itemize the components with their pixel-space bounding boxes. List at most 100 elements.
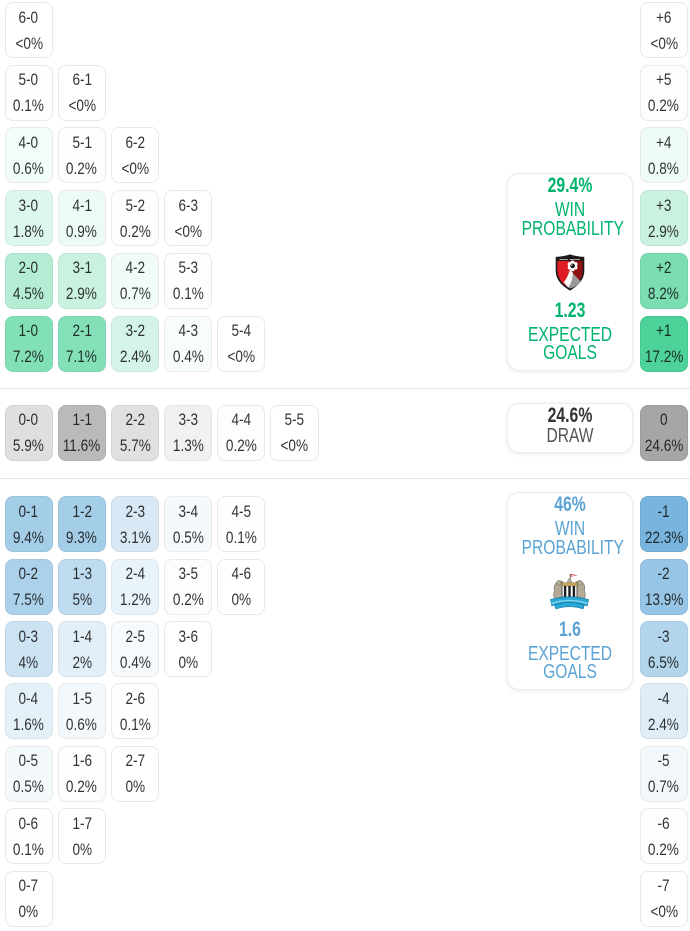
probability-label: 1.3%: [172, 436, 204, 455]
probability-label: 0.2%: [648, 96, 680, 116]
scoreline-label: 4-1: [72, 195, 92, 215]
score-cell-+6: +6 <0%: [639, 2, 688, 58]
probability-label: 1.8%: [13, 221, 45, 241]
scoreline-label: 3-6: [178, 626, 198, 646]
scoreline-label: 4-3: [178, 321, 198, 341]
scoreline-label: 1-4: [72, 626, 92, 646]
probability-label: 0.1%: [172, 284, 204, 304]
score-cell-0-4: 0-4 1.6%: [4, 683, 53, 740]
goal-difference-label: -1: [657, 501, 670, 521]
score-cell--6: -6 0.2%: [639, 808, 688, 865]
probability-label: 0%: [231, 590, 251, 610]
goal-difference-label: -7: [657, 876, 670, 896]
probability-label: 0.2%: [172, 590, 204, 610]
probability-label: 2.4%: [648, 714, 680, 734]
probability-label: 0.4%: [119, 652, 151, 672]
scoreline-label: 1-1: [72, 410, 92, 429]
goal-difference-label: -6: [657, 813, 670, 833]
score-cell-4-0: 4-0 0.6%: [4, 127, 53, 184]
score-cell-6-1: 6-1 <0%: [57, 64, 107, 121]
score-cell-3-3: 3-3 1.3%: [163, 404, 213, 461]
score-cell-5-5: 5-5 <0%: [270, 404, 319, 461]
probability-label: 11.6%: [63, 436, 101, 455]
score-cell-0-5: 0-5 0.5%: [4, 745, 53, 802]
probability-label: <0%: [174, 221, 202, 241]
probability-label: <0%: [649, 902, 678, 922]
score-cell-1-7: 1-7 0%: [57, 808, 107, 865]
score-cell--7: -7 <0%: [639, 870, 688, 927]
scoreline-label: 6-1: [72, 70, 92, 90]
probability-label: 9.3%: [66, 527, 98, 547]
bournemouth-crest-icon: [508, 253, 632, 291]
scoreline-label: 0-2: [18, 564, 39, 584]
scoreline-label: 5-0: [18, 70, 39, 90]
probability-label: 1.2%: [119, 590, 151, 610]
goal-difference-label: -5: [657, 751, 670, 771]
probability-label: 4%: [18, 652, 39, 672]
score-cell-0-6: 0-6 0.1%: [4, 808, 53, 865]
score-cell-4-3: 4-3 0.4%: [163, 315, 213, 372]
probability-label: 0.4%: [172, 347, 204, 367]
away-expected-goals-value: 1.6: [558, 617, 581, 641]
goal-difference-label: 0: [659, 410, 668, 429]
score-cell-5-1: 5-1 0.2%: [57, 127, 107, 184]
scoreline-label: 6-3: [178, 195, 198, 215]
probability-label: 5.9%: [13, 436, 45, 455]
scoreline-label: 0-6: [18, 813, 39, 833]
scoreline-label: 3-1: [72, 258, 92, 278]
scoreline-label: 5-3: [178, 258, 198, 278]
scoreline-label: 0-0: [18, 410, 39, 429]
score-cell-0: 0 24.6%: [639, 404, 688, 461]
probability-label: 24.6%: [644, 436, 684, 455]
scoreline-label: 3-4: [178, 501, 198, 521]
score-cell-1-5: 1-5 0.6%: [57, 683, 107, 740]
probability-label: 0.2%: [119, 221, 151, 241]
score-cell-0-0: 0-0 5.9%: [4, 404, 53, 461]
scoreline-label: 0-1: [18, 501, 39, 521]
probability-label: 2.9%: [66, 284, 98, 304]
probability-label: 2.9%: [648, 221, 680, 241]
draw-label: DRAW: [545, 425, 594, 447]
probability-label: 0.1%: [119, 714, 151, 734]
score-cell-6-0: 6-0 <0%: [4, 2, 53, 58]
scoreline-label: 1-3: [72, 564, 92, 584]
probability-label: <0%: [649, 33, 678, 53]
scoreline-label: 2-4: [125, 564, 145, 584]
score-cell-2-2: 2-2 5.7%: [110, 404, 160, 461]
draw-panel: 24.6% DRAW: [506, 402, 633, 453]
score-cell--5: -5 0.7%: [639, 745, 688, 802]
goal-difference-label: -3: [657, 626, 670, 646]
score-cell-5-0: 5-0 0.1%: [4, 64, 53, 121]
goal-difference-label: -4: [657, 688, 670, 708]
divider-home-draw: [0, 388, 690, 389]
scoreline-label: 1-6: [72, 751, 92, 771]
score-cell--2: -2 13.9%: [639, 558, 688, 615]
scoreline-label: 0-4: [18, 688, 39, 708]
score-cell-6-3: 6-3 <0%: [163, 190, 213, 247]
probability-label: 7.5%: [13, 590, 45, 610]
goal-difference-label: +4: [655, 132, 672, 152]
score-cell-+4: +4 0.8%: [639, 127, 688, 184]
probability-label: 17.2%: [644, 347, 684, 367]
probability-label: 2.4%: [119, 347, 151, 367]
probability-label: 0.5%: [13, 777, 45, 797]
probability-label: 1.6%: [13, 714, 45, 734]
scoreline-label: 3-5: [178, 564, 198, 584]
scoreline-label: 5-4: [231, 321, 251, 341]
home-win-probability-value: 29.4%: [547, 173, 592, 197]
score-cell-0-7: 0-7 0%: [4, 870, 53, 927]
scoreline-label: 1-2: [72, 501, 92, 521]
away-win-probability-value: 46%: [553, 492, 586, 516]
score-cell-4-2: 4-2 0.7%: [110, 252, 160, 309]
probability-label: 0%: [72, 839, 92, 859]
probability-label: 8.2%: [648, 284, 680, 304]
probability-label: 0.6%: [66, 714, 98, 734]
scoreline-label: 1-5: [72, 688, 92, 708]
score-cell--4: -4 2.4%: [639, 683, 688, 740]
home-expected-goals-label: EXPECTED GOALS: [527, 323, 612, 364]
score-cell-0-1: 0-1 9.4%: [4, 496, 53, 553]
score-cell-1-0: 1-0 7.2%: [4, 315, 53, 372]
scoreline-label: 0-7: [18, 876, 39, 896]
probability-label: 3.1%: [119, 527, 151, 547]
